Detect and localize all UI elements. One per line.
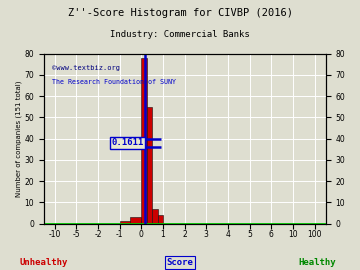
Y-axis label: Number of companies (151 total): Number of companies (151 total) bbox=[15, 80, 22, 197]
Bar bbox=[141, 58, 147, 224]
Text: The Research Foundation of SUNY: The Research Foundation of SUNY bbox=[52, 79, 176, 85]
Text: Industry: Commercial Banks: Industry: Commercial Banks bbox=[110, 30, 250, 39]
Bar bbox=[152, 209, 158, 224]
Bar bbox=[158, 215, 163, 224]
Text: Unhealthy: Unhealthy bbox=[19, 258, 67, 267]
Bar bbox=[130, 217, 141, 224]
Text: 0.1611: 0.1611 bbox=[112, 138, 144, 147]
Text: Z''-Score Histogram for CIVBP (2016): Z''-Score Histogram for CIVBP (2016) bbox=[68, 8, 292, 18]
Text: Score: Score bbox=[167, 258, 193, 267]
Bar bbox=[147, 107, 152, 224]
Text: Healthy: Healthy bbox=[298, 258, 336, 267]
Bar bbox=[120, 221, 141, 224]
Text: ©www.textbiz.org: ©www.textbiz.org bbox=[52, 66, 120, 72]
